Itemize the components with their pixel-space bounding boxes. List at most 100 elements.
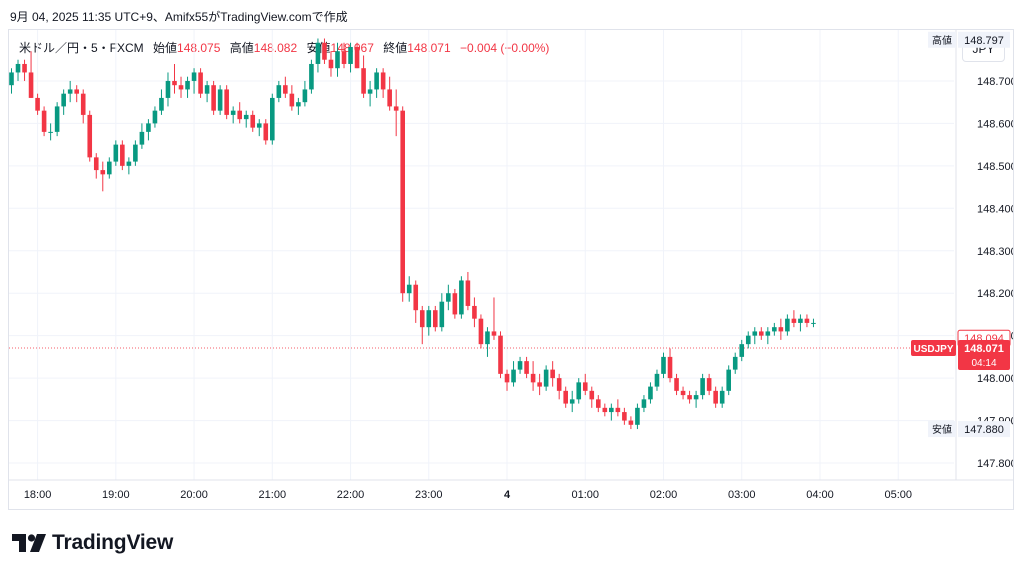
candle-body[interactable] [315, 42, 321, 64]
candle-body[interactable] [74, 89, 79, 94]
candle-body[interactable] [22, 63, 27, 73]
candle-body[interactable] [100, 170, 106, 175]
candle-body[interactable] [113, 144, 119, 162]
candle-body[interactable] [406, 284, 412, 294]
candle-body[interactable] [739, 344, 745, 357]
candle-body[interactable] [309, 63, 314, 90]
candle-body[interactable] [524, 361, 529, 374]
candle-body[interactable] [354, 46, 360, 69]
candle-body[interactable] [465, 280, 471, 306]
candle-body[interactable] [426, 310, 432, 328]
candle-body[interactable] [41, 110, 47, 132]
candle-body[interactable] [341, 51, 347, 64]
candle-body[interactable] [107, 161, 112, 175]
candle-body[interactable] [243, 114, 249, 120]
candle-body[interactable] [374, 72, 379, 90]
candle-body[interactable] [48, 131, 53, 133]
candle-body[interactable] [485, 331, 490, 345]
candle-body[interactable] [283, 85, 288, 94]
candle-body[interactable] [93, 157, 99, 171]
candle-body[interactable] [569, 399, 575, 404]
candle-body[interactable] [61, 93, 66, 107]
candle-body[interactable] [335, 51, 340, 69]
candle-body[interactable] [9, 72, 14, 86]
candle-body[interactable] [289, 93, 295, 107]
candle-body[interactable] [472, 305, 477, 319]
candle-body[interactable] [530, 373, 536, 383]
candle-body[interactable] [178, 85, 184, 90]
candle-body[interactable] [361, 68, 366, 94]
candle-body[interactable] [185, 80, 190, 90]
candle-body[interactable] [165, 80, 171, 98]
candle-body[interactable] [641, 399, 647, 408]
candle-body[interactable] [322, 42, 327, 60]
candle-body[interactable] [498, 335, 503, 374]
candle-body[interactable] [302, 89, 308, 103]
candle-body[interactable] [752, 331, 758, 336]
candle-body[interactable] [791, 318, 797, 323]
candle-body[interactable] [446, 293, 451, 302]
candle-body[interactable] [172, 80, 177, 86]
legend-symbol[interactable]: 米ドル／円・5・FXCM [19, 41, 144, 55]
candle-body[interactable] [139, 131, 145, 145]
candle-body[interactable] [693, 395, 699, 400]
candle-body[interactable] [67, 89, 73, 94]
candle-body[interactable] [804, 318, 810, 323]
candle-body[interactable] [263, 123, 269, 141]
candle-body[interactable] [589, 390, 595, 400]
candle-body[interactable] [120, 144, 125, 166]
candle-body[interactable] [700, 378, 705, 396]
candle-body[interactable] [680, 390, 686, 396]
candle-body[interactable] [732, 356, 738, 370]
candle-body[interactable] [504, 373, 510, 383]
candle-body[interactable] [635, 407, 640, 425]
candle-body[interactable] [367, 89, 373, 94]
candle-body[interactable] [491, 331, 497, 336]
candle-body[interactable] [211, 85, 216, 111]
candle-body[interactable] [433, 310, 438, 328]
candle-body[interactable] [759, 331, 764, 336]
candle-body[interactable] [609, 407, 614, 413]
candle-body[interactable] [400, 110, 405, 294]
candle-body[interactable] [719, 390, 725, 404]
candle-body[interactable] [563, 390, 568, 404]
candle-body[interactable] [745, 335, 751, 345]
candle-body[interactable] [798, 318, 803, 323]
candle-body[interactable] [237, 110, 242, 120]
candle-body[interactable] [80, 93, 86, 115]
candle-body[interactable] [648, 386, 653, 400]
candle-body[interactable] [191, 72, 197, 81]
candle-body[interactable] [517, 361, 523, 370]
candle-body[interactable] [419, 310, 425, 328]
candle-body[interactable] [146, 123, 151, 132]
candle-body[interactable] [550, 369, 555, 379]
candle-body[interactable] [687, 395, 692, 400]
candle-body[interactable] [772, 327, 777, 332]
candle-body[interactable] [556, 378, 562, 391]
tradingview-logo[interactable]: TradingView [12, 531, 173, 555]
candle-body[interactable] [224, 89, 229, 115]
candle-body[interactable] [459, 280, 464, 315]
candle-body[interactable] [204, 85, 210, 94]
candle-body[interactable] [452, 293, 458, 315]
candle-body[interactable] [28, 72, 34, 98]
candle-body[interactable] [328, 59, 334, 69]
candle-body[interactable] [576, 382, 582, 400]
candle-body[interactable] [87, 114, 93, 158]
candle-body[interactable] [250, 114, 256, 128]
candle-body[interactable] [152, 110, 158, 124]
candle-body[interactable] [537, 382, 542, 387]
candle-body[interactable] [54, 106, 60, 132]
candle-body[interactable] [348, 46, 353, 64]
candle-body[interactable] [256, 123, 262, 128]
candle-body[interactable] [602, 407, 608, 413]
candle-body[interactable] [15, 63, 21, 73]
candle-body[interactable] [270, 97, 275, 141]
candle-body[interactable] [661, 356, 666, 374]
candle-body[interactable] [478, 318, 484, 345]
candle-body[interactable] [439, 301, 445, 328]
candle-body[interactable] [296, 102, 301, 107]
candle-body[interactable] [582, 382, 588, 391]
candle-body[interactable] [276, 85, 282, 98]
candle-body[interactable] [713, 390, 718, 404]
